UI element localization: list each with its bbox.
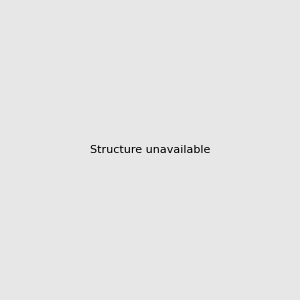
- Text: Structure unavailable: Structure unavailable: [90, 145, 210, 155]
